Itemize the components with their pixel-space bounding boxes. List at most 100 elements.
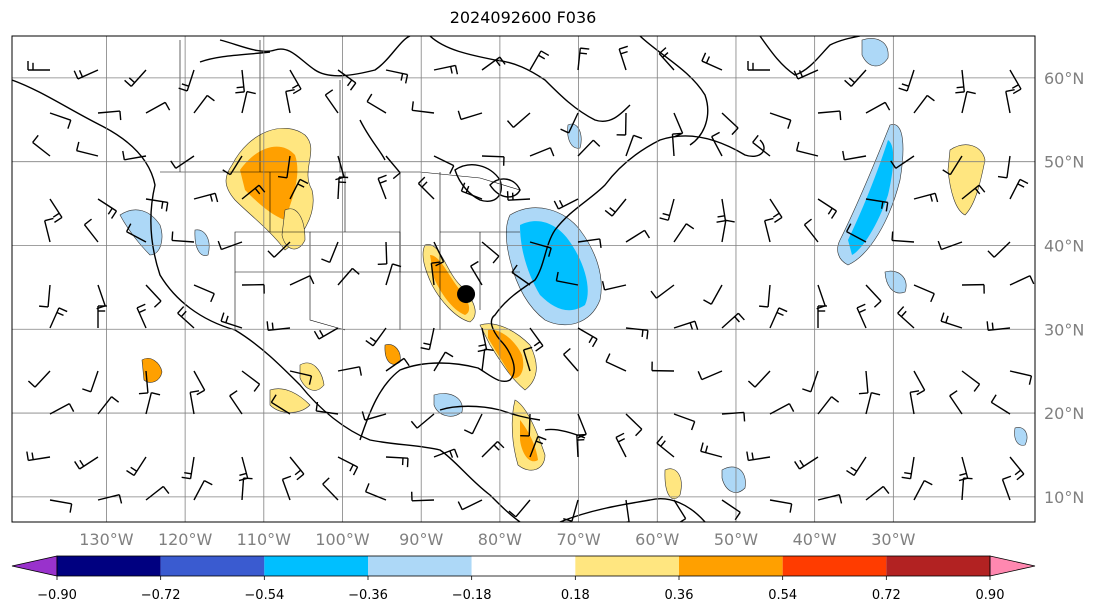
wind-barb-192 [181,456,195,480]
wind-barb-132 [313,327,339,340]
wind-barb-139 [673,320,699,330]
wind-barb-68 [289,178,309,200]
wind-barb-78 [769,198,783,223]
wind-barb-140 [721,312,745,329]
wind-barb-226 [817,493,843,504]
wind-barb-227 [865,485,890,501]
longitude-labels: 130°W 120°W 110°W 100°W 90°W 80°W 70°W 60°W 50°W… [79,530,915,549]
wind-barb-93 [481,241,500,264]
wind-barb-187 [949,390,963,415]
wind-barb-0 [27,61,50,71]
wind-barb-174 [315,401,339,415]
wind-barb-11 [577,47,590,71]
wind-barb-223 [673,499,687,522]
wind-barb-47 [277,155,291,179]
negative-anomaly-shading [119,38,1028,493]
wind-barb-126 [49,307,68,329]
wind-barb-89 [267,241,291,258]
colorbar-labels: −0.90 −0.72 −0.54 −0.36 −0.18 0.18 0.36 0.54 0.7… [37,576,1004,603]
wind-barb-173 [270,394,291,415]
wind-barb-137 [577,327,598,348]
wind-barb-151 [241,370,261,392]
lon-tick-label-0: 130°W [79,530,134,549]
wind-barb-38 [865,101,891,114]
wind-barb-7 [385,69,409,84]
wind-barb-127 [97,305,107,328]
wind-barb-75 [604,198,627,217]
wind-barb-157 [522,346,533,372]
wind-barb-101 [845,223,867,243]
lat-tick-label-5: 10°N [1044,488,1084,507]
wind-barb-69 [337,176,349,200]
wind-barb-51 [481,155,505,166]
wind-barb-17 [844,69,867,87]
wind-barb-102 [891,231,915,243]
wind-barb-119 [703,284,723,305]
lat-tick-label-2: 40°N [1044,236,1084,255]
wind-barb-128 [136,303,147,329]
wind-barb-28 [366,93,387,114]
wind-barb-31 [506,112,531,128]
wind-barb-36 [769,112,792,129]
wind-barb-177 [463,413,483,435]
wind-barb-2 [124,69,147,87]
wind-barb-85 [83,218,99,243]
location-marker [457,285,476,304]
wind-barb-1 [73,69,99,80]
wind-barb-44 [122,150,147,161]
colorbar-segment-4 [471,556,576,576]
wind-barb-83 [1009,178,1029,200]
wind-barb-107 [145,284,162,308]
wind-barb-109 [241,283,265,294]
colorbar-label-8: 0.72 [872,588,901,603]
wind-barb-77 [716,198,727,223]
wind-barb-178 [520,413,531,437]
wind-barb-50 [433,155,455,175]
wind-barb-118 [650,284,675,299]
wind-barb-163 [802,370,819,393]
wind-barb-215 [281,475,292,501]
wind-barb-57 [752,134,771,157]
wind-barb-115 [511,264,531,286]
wind-barb-99 [763,217,774,243]
wind-barb-158 [563,347,579,372]
plot-frame [11,35,1036,523]
wind-barb-30 [457,110,483,121]
wind-barb-169 [97,396,120,415]
wind-barb-220 [508,499,531,518]
wind-barb-98 [721,219,735,243]
wind-barb-14 [701,52,723,71]
lon-tick-label-4: 90°W [399,530,443,549]
wind-barb-218 [410,491,435,502]
wind-barb-166 [961,370,981,392]
wind-barb-141 [769,307,788,329]
lon-tick-label-2: 110°W [237,530,292,549]
wind-barb-154 [385,357,410,372]
wind-barb-65 [145,198,169,212]
wind-barb-213 [193,479,213,501]
wind-barb-84 [43,217,54,243]
wind-barb-188 [990,394,1011,415]
wind-barb-185 [865,391,881,415]
lat-tick-label-1: 50°N [1044,153,1084,172]
wind-barb-122 [865,284,882,308]
colorbar-label-7: 0.54 [768,588,797,603]
wind-barb-200 [576,433,586,458]
wind-barb-94 [529,241,552,257]
wind-barb-13 [658,47,675,71]
wind-barb-129 [177,306,195,329]
wind-barb-39 [913,94,935,114]
wind-barb-92 [433,241,445,267]
wind-barb-61 [942,155,963,176]
wind-barb-156 [481,348,494,372]
wind-barb-40 [961,90,976,114]
wind-barb-198 [481,440,505,458]
wind-barb-197 [433,448,459,458]
wind-barb-150 [193,370,206,396]
wind-barb-228 [913,479,933,501]
wind-barb-113 [430,261,441,286]
wind-barb-167 [1009,370,1033,385]
wind-barb-168 [49,403,75,415]
wind-barb-124 [961,283,985,294]
wind-barb-18 [898,69,915,92]
